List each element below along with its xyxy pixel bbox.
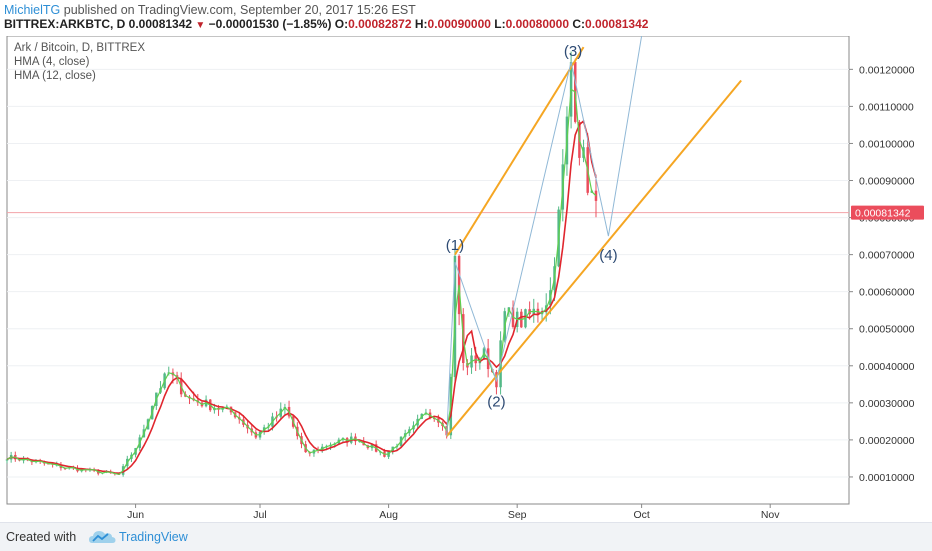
channel-line <box>454 46 585 256</box>
y-tick-label: 0.00030000 <box>859 398 915 410</box>
published-text: published on TradingView.com, September … <box>60 3 416 17</box>
y-tick-label: 0.00010000 <box>859 472 915 484</box>
y-tick-label: 0.00120000 <box>859 64 915 76</box>
candle-body <box>5 459 9 461</box>
x-tick-label: Jul <box>253 509 266 521</box>
wave-label: (4) <box>599 247 617 264</box>
x-axis: Jun Jul Aug Sep Oct Nov <box>127 504 780 521</box>
footer: Created with TradingView <box>0 522 932 551</box>
last-price: 0.00081342 <box>128 17 193 31</box>
y-tick-label: 0.00050000 <box>859 324 915 336</box>
publish-line: MichielTG published on TradingView.com, … <box>4 3 416 17</box>
y-tick-label: 0.00060000 <box>859 287 915 299</box>
price-tag-label: 0.00081342 <box>855 208 911 220</box>
open-label: O: <box>334 17 349 31</box>
x-tick-label: Oct <box>633 509 649 521</box>
wave-polyline <box>446 36 643 437</box>
wave-label: (3) <box>564 43 582 60</box>
created-with-text: Created with <box>6 530 77 544</box>
price-tag <box>851 205 924 220</box>
close-label: C: <box>572 17 586 31</box>
open-value: 0.00082872 <box>348 17 412 31</box>
wave-path[interactable]: (1) (2) (3) (4) <box>446 36 643 437</box>
y-tick-label: 0.00090000 <box>859 176 915 188</box>
chart-header: MichielTG published on TradingView.com, … <box>0 0 932 34</box>
high-value: 0.00090000 <box>427 17 491 31</box>
y-axis: 0.00010000 0.00020000 0.00030000 0.00040000… <box>849 64 915 484</box>
channel-line <box>445 79 742 437</box>
price-chart[interactable]: (1) (2) (3) (4) 0.00010000 0.00020000 0.00030… <box>0 36 932 522</box>
down-arrow-icon: ▼ <box>195 20 206 31</box>
y-tick-label: 0.00040000 <box>859 361 915 373</box>
change-value: −0.00001530 (−1.85%) <box>208 17 332 31</box>
channel-lines[interactable] <box>445 46 742 437</box>
ohlc-line: BITTREX:ARKBTC, D 0.00081342 ▼ −0.000015… <box>4 17 648 31</box>
legend-title: Ark / Bitcoin, D, BITTREX <box>14 42 145 54</box>
legend-hma4: HMA (4, close) <box>14 56 90 68</box>
low-value: 0.00080000 <box>505 17 570 31</box>
y-tick-label: 0.00100000 <box>859 138 915 150</box>
y-tick-label: 0.00110000 <box>859 101 914 113</box>
x-tick-label: Sep <box>508 509 527 521</box>
x-tick-label: Aug <box>379 509 398 521</box>
high-label: H: <box>414 17 428 31</box>
tradingview-brand[interactable]: TradingView <box>119 530 188 544</box>
low-label: L: <box>494 17 506 31</box>
y-tick-label: 0.00020000 <box>859 435 915 447</box>
wave-label: (2) <box>487 394 505 411</box>
x-tick-label: Nov <box>761 509 780 521</box>
y-tick-label: 0.00070000 <box>859 250 915 262</box>
legend-hma12: HMA (12, close) <box>14 70 96 82</box>
hma-12-line <box>6 119 597 475</box>
close-value: 0.00081342 <box>585 17 649 31</box>
author-link[interactable]: MichielTG <box>4 3 61 17</box>
wave-label: (1) <box>446 237 464 254</box>
tradingview-cloud-icon[interactable] <box>88 527 116 547</box>
symbol-label[interactable]: BITTREX:ARKBTC, D <box>4 17 126 31</box>
x-tick-label: Jun <box>127 509 144 521</box>
